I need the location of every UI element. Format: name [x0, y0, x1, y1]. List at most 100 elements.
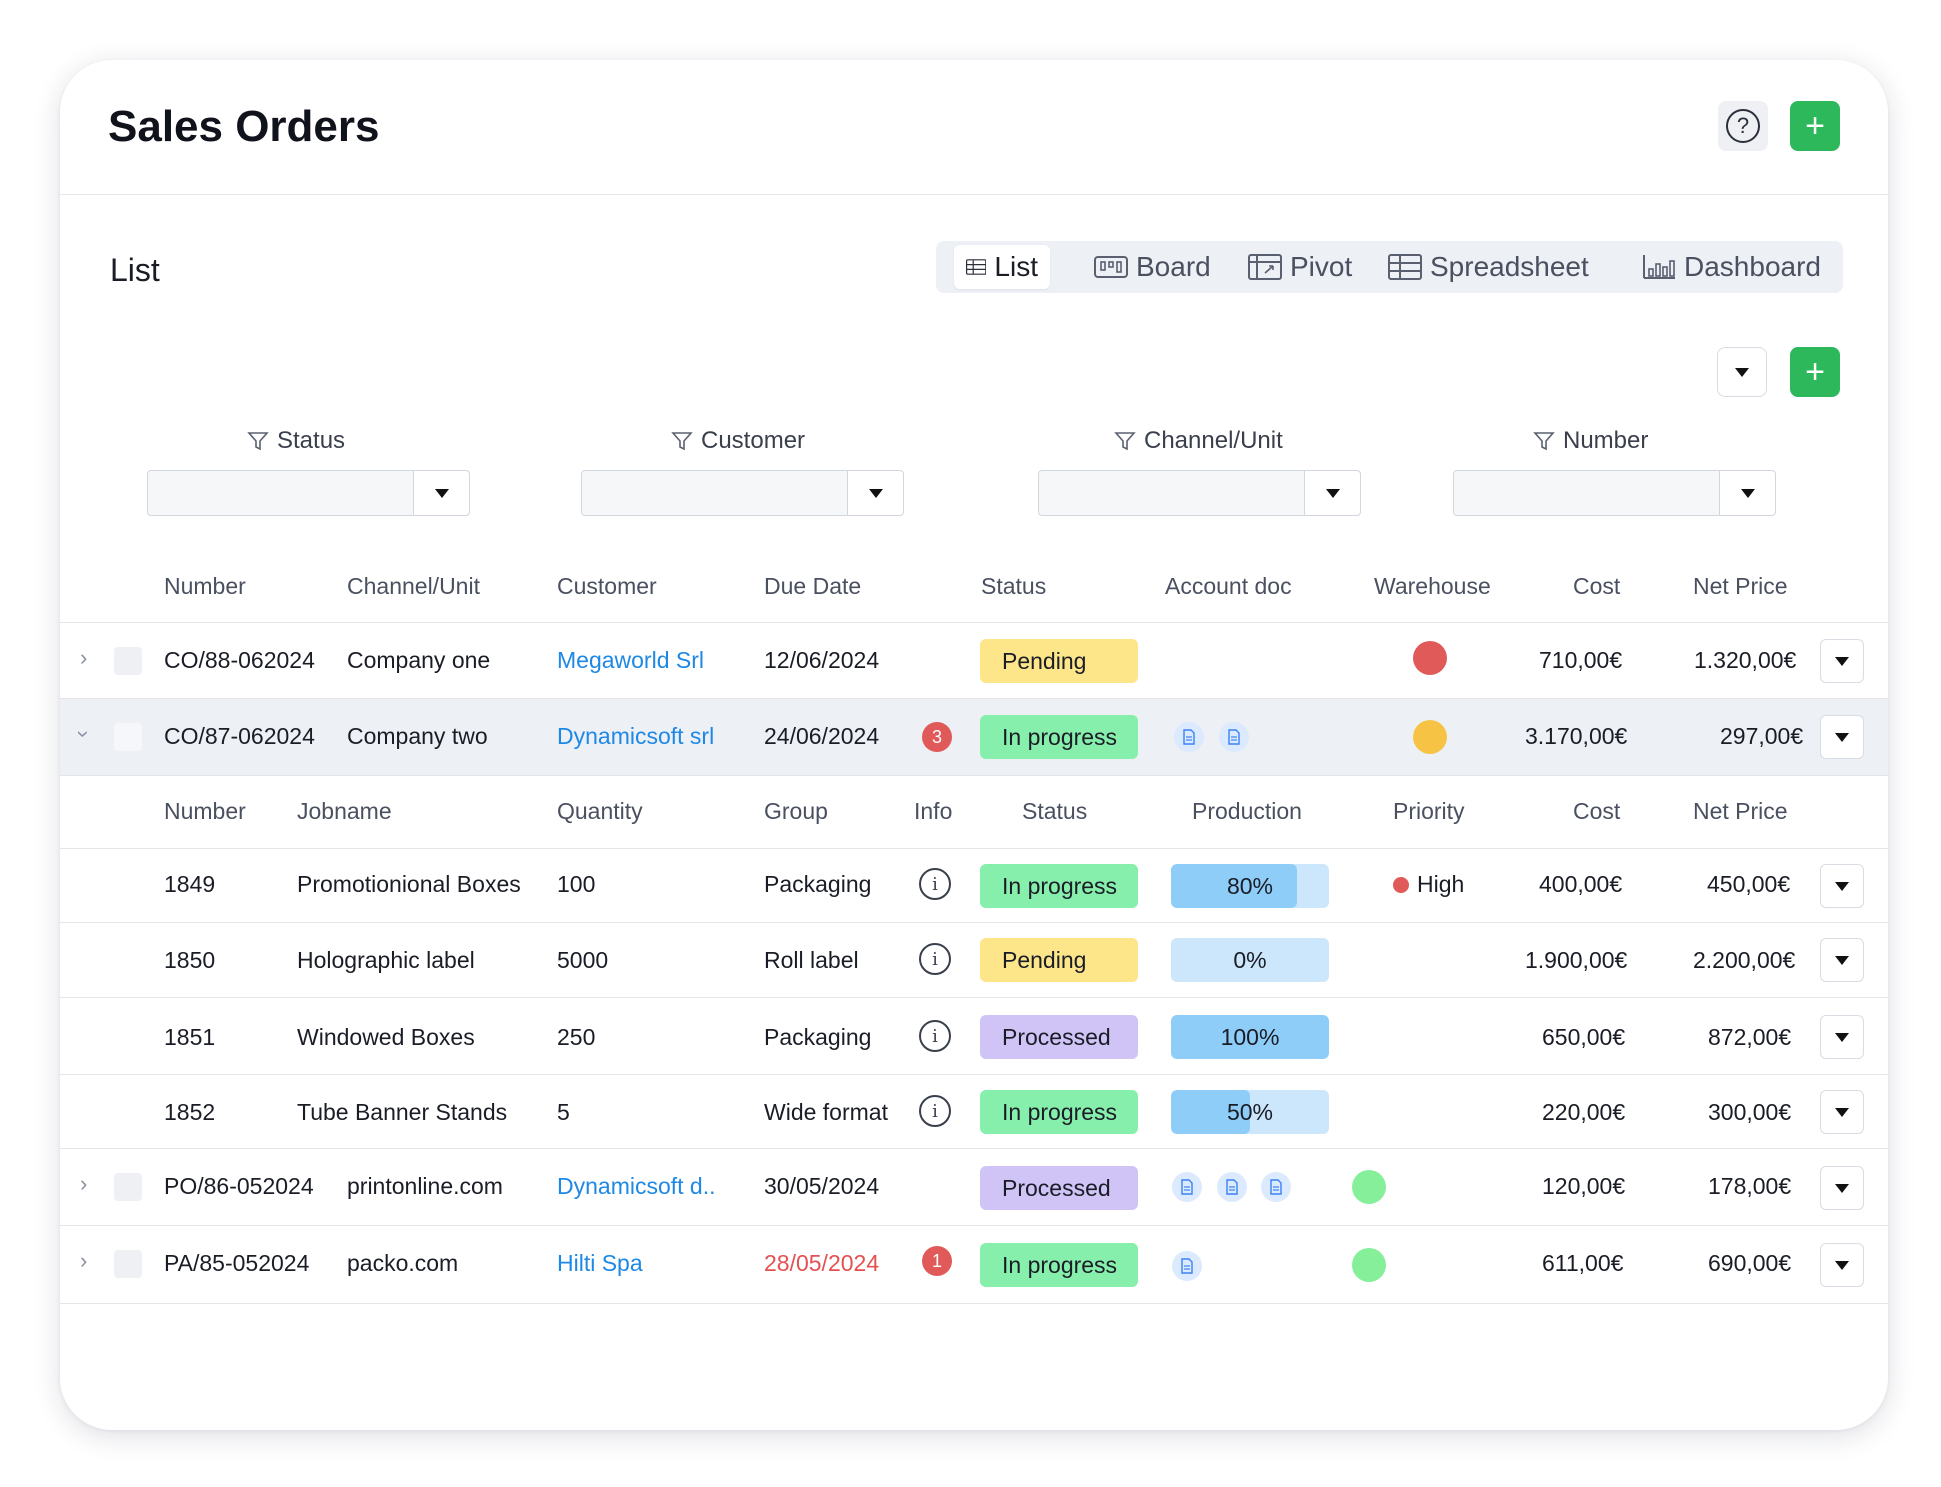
row-actions-button[interactable]	[1820, 1090, 1864, 1134]
column-header[interactable]: Net Price	[1693, 573, 1788, 599]
cost: 120,00€	[1542, 1173, 1626, 1199]
warehouse-indicator	[1413, 641, 1447, 675]
order-row[interactable]: › PA/85-052024 packo.com Hilti Spa 28/05…	[60, 1226, 1888, 1304]
net-price: 450,00€	[1707, 871, 1791, 897]
row-actions-button[interactable]	[1820, 864, 1864, 908]
options-dropdown-button[interactable]	[1717, 347, 1767, 397]
order-row[interactable]: › PO/86-052024 printonline.com Dynamicso…	[60, 1149, 1888, 1226]
column-header[interactable]: Cost	[1573, 798, 1621, 824]
column-header[interactable]: Production	[1192, 798, 1302, 824]
column-header[interactable]: Due Date	[764, 573, 862, 599]
column-header[interactable]: Status	[1022, 798, 1088, 824]
caret-down-icon	[1835, 1107, 1849, 1117]
tab-board[interactable]: Board	[1082, 245, 1223, 289]
progress-label: 100%	[1220, 1023, 1280, 1050]
chart-icon	[1643, 255, 1675, 279]
section-title: List	[110, 252, 160, 288]
chevron-right-icon[interactable]: ›	[80, 1248, 88, 1273]
chevron-right-icon[interactable]: ›	[80, 1171, 88, 1196]
filter-icon	[1114, 432, 1136, 451]
column-header[interactable]: Cost	[1573, 573, 1621, 599]
column-header[interactable]: Customer	[557, 573, 657, 599]
progress-fill	[1171, 864, 1298, 908]
row-actions-button[interactable]	[1820, 938, 1864, 982]
filter-icon	[1533, 432, 1555, 451]
info-icon[interactable]: i	[919, 868, 951, 900]
column-header[interactable]: Status	[981, 573, 1047, 599]
caret-down-icon	[1835, 1260, 1849, 1270]
column-header[interactable]: Group	[764, 798, 828, 824]
customer-link[interactable]: Hilti Spa	[557, 1250, 643, 1276]
row-actions-button[interactable]	[1820, 1243, 1864, 1287]
order-row-expanded[interactable]: › CO/87-062024 Company two Dynamicsoft s…	[60, 699, 1888, 776]
job-row[interactable]: 1849 Promotionional Boxes 100 Packaging …	[60, 849, 1888, 923]
channel-filter-select[interactable]	[1038, 470, 1361, 516]
row-checkbox[interactable]	[114, 723, 142, 751]
column-header[interactable]: Account doc	[1165, 573, 1292, 599]
filter-label: Customer	[671, 427, 805, 455]
tab-label: Board	[1136, 251, 1211, 282]
column-header[interactable]: Priority	[1393, 798, 1465, 824]
info-icon[interactable]: i	[919, 1095, 951, 1127]
row-checkbox[interactable]	[114, 1173, 142, 1201]
column-header[interactable]: Warehouse	[1374, 573, 1491, 599]
job-number: 1852	[164, 1099, 216, 1125]
status-filter-select[interactable]	[147, 470, 470, 516]
document-icon[interactable]	[1217, 1172, 1247, 1202]
row-checkbox[interactable]	[114, 1250, 142, 1278]
row-actions-button[interactable]	[1820, 639, 1864, 683]
row-actions-button[interactable]	[1820, 1166, 1864, 1210]
job-row[interactable]: 1850 Holographic label 5000 Roll label i…	[60, 923, 1888, 998]
document-icon[interactable]	[1172, 1172, 1202, 1202]
help-button[interactable]: ?	[1718, 101, 1768, 151]
order-number: CO/87-062024	[164, 723, 315, 749]
tab-label: Spreadsheet	[1430, 251, 1589, 282]
chevron-down-icon[interactable]: ›	[71, 730, 97, 738]
tab-list[interactable]: List	[954, 245, 1050, 289]
net-price: 178,00€	[1708, 1173, 1792, 1199]
info-icon[interactable]: i	[919, 1020, 951, 1052]
info-icon[interactable]: i	[919, 943, 951, 975]
progress-fill	[1171, 1015, 1329, 1059]
order-row[interactable]: › CO/88-062024 Company one Megaworld Srl…	[60, 623, 1888, 699]
column-header[interactable]: Number	[164, 798, 246, 824]
row-actions-button[interactable]	[1820, 1015, 1864, 1059]
number-filter-select[interactable]	[1453, 470, 1776, 516]
add-order-button[interactable]: +	[1790, 101, 1840, 151]
chevron-right-icon[interactable]: ›	[80, 645, 88, 670]
tab-pivot[interactable]: Pivot	[1236, 245, 1364, 289]
warehouse-indicator	[1352, 1248, 1386, 1282]
progress-label: 50%	[1226, 1098, 1274, 1125]
status-badge: In progress	[980, 1090, 1138, 1134]
customer-filter-select[interactable]	[581, 470, 904, 516]
column-header[interactable]: Jobname	[297, 798, 392, 824]
notification-count[interactable]: 1	[922, 1246, 952, 1276]
customer-link[interactable]: Dynamicsoft srl	[557, 723, 715, 749]
filter-icon	[671, 432, 693, 451]
column-header[interactable]: Channel/Unit	[347, 573, 480, 599]
document-icon[interactable]	[1172, 1251, 1202, 1281]
column-header[interactable]: Number	[164, 573, 246, 599]
job-row[interactable]: 1852 Tube Banner Stands 5 Wide format i …	[60, 1075, 1888, 1149]
tab-dashboard[interactable]: Dashboard	[1630, 245, 1833, 289]
column-header[interactable]: Quantity	[557, 798, 643, 824]
customer-link[interactable]: Dynamicsoft d..	[557, 1173, 716, 1199]
document-icon[interactable]	[1174, 722, 1204, 752]
document-icon[interactable]	[1261, 1172, 1291, 1202]
notification-count[interactable]: 3	[922, 722, 952, 752]
tab-spreadsheet[interactable]: Spreadsheet	[1376, 245, 1601, 289]
dropdown-toggle[interactable]	[847, 471, 903, 515]
column-header[interactable]: Net Price	[1693, 798, 1788, 824]
job-row[interactable]: 1851 Windowed Boxes 250 Packaging i Proc…	[60, 998, 1888, 1075]
dropdown-toggle[interactable]	[1719, 471, 1775, 515]
row-checkbox[interactable]	[114, 647, 142, 675]
row-actions-button[interactable]	[1820, 715, 1864, 759]
job-quantity: 5	[557, 1099, 570, 1125]
document-icon[interactable]	[1219, 722, 1249, 752]
dropdown-toggle[interactable]	[1304, 471, 1360, 515]
column-header[interactable]: Info	[914, 798, 953, 824]
add-row-button[interactable]: +	[1790, 347, 1840, 397]
customer-link[interactable]: Megaworld Srl	[557, 647, 704, 673]
pivot-icon	[1248, 254, 1282, 280]
dropdown-toggle[interactable]	[413, 471, 469, 515]
